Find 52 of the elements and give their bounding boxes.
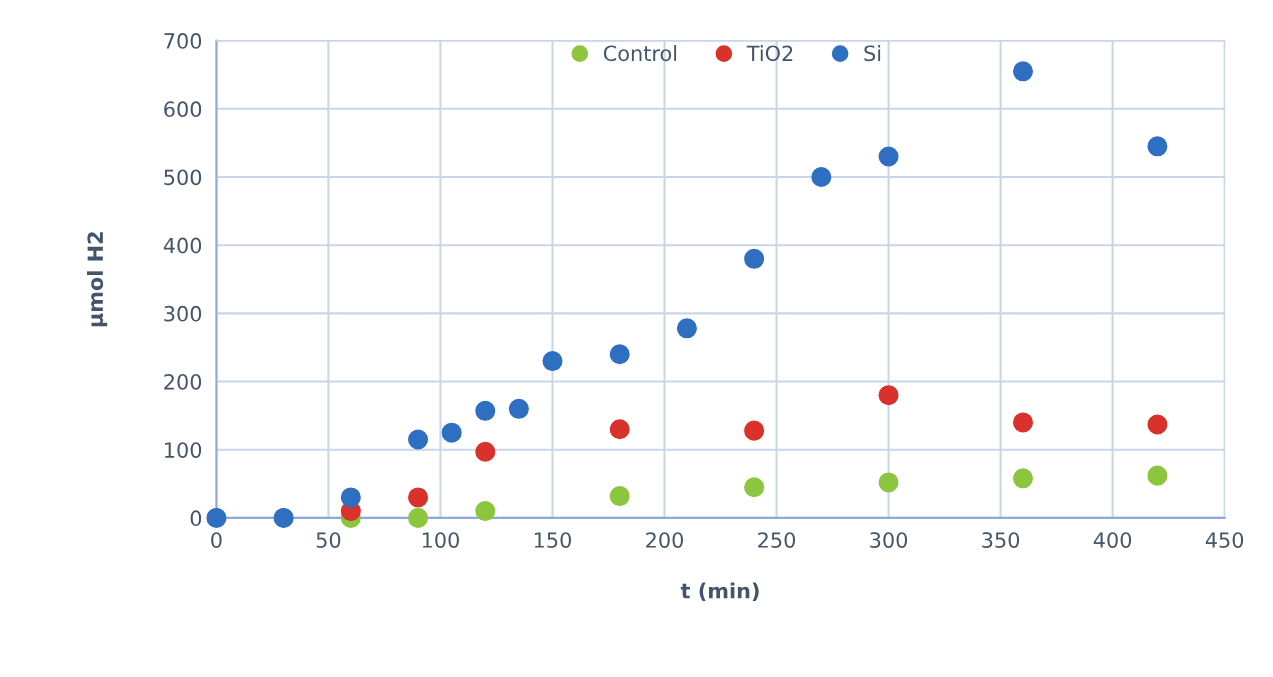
y-tick-label: 700 [164,33,202,49]
x-tick-label: 200 [646,532,683,548]
point [340,487,361,508]
point [676,318,697,339]
x-tick-label: 150 [534,532,571,548]
point [408,507,429,528]
point [609,419,630,440]
legend-label: Control [603,45,677,62]
x-tick-label: 50 [316,532,341,548]
x-tick-label: 100 [422,532,459,548]
point [542,351,563,372]
point [475,400,496,421]
x-axis-title: t (min) [680,582,759,602]
point [609,344,630,365]
y-tick-label: 400 [163,237,202,254]
point [475,501,496,522]
x-tick-label: 300 [870,532,908,548]
point [1012,412,1033,433]
y-tick-label: 600 [164,101,202,118]
x-tick-label: 0 [211,532,222,548]
point [475,441,496,462]
x-tick-label: 400 [1093,532,1132,548]
y-tick-label: 100 [165,442,202,458]
x-tick-label: 450 [1205,532,1244,548]
point [408,429,429,450]
y-axis-title: µmol H2 [87,232,108,327]
point [811,166,832,187]
point [1147,465,1168,486]
point [1147,414,1168,435]
point [1147,136,1168,157]
point [508,398,529,419]
point [206,507,227,528]
x-tick-label: 250 [758,532,796,548]
y-tick-label: 200 [164,373,202,390]
point [609,486,630,507]
point [441,422,462,443]
point [1012,468,1033,489]
y-tick-label: 300 [164,305,202,322]
legend-label: Si [864,45,881,62]
point [273,507,294,528]
point [744,248,765,269]
point [1012,61,1033,82]
point [878,472,899,493]
point [744,477,765,498]
point [878,146,899,167]
point [408,487,429,508]
point [878,385,899,406]
point [744,420,765,441]
legend-label: TiO2 [746,45,793,62]
y-tick-label: 500 [164,169,202,186]
y-tick-label: 0 [190,510,202,527]
x-tick-label: 350 [982,532,1020,548]
